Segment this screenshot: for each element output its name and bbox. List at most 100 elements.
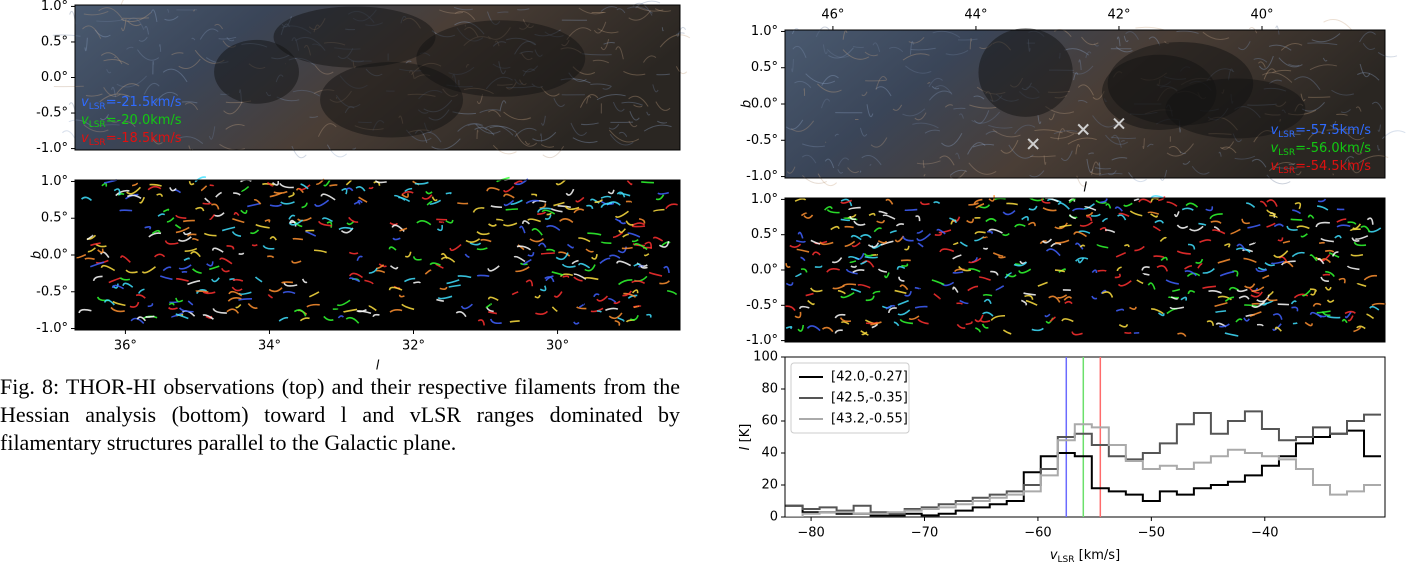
filament-texture xyxy=(162,208,170,213)
filament-texture xyxy=(465,238,481,243)
filament-texture xyxy=(195,289,207,295)
filament-texture xyxy=(557,205,571,209)
y-tick-label: 40 xyxy=(761,446,778,461)
emission-texture xyxy=(1268,44,1292,51)
emission-texture xyxy=(834,133,839,137)
emission-texture xyxy=(1294,76,1321,91)
filament-texture xyxy=(599,257,611,264)
emission-texture xyxy=(579,94,599,108)
filament-texture xyxy=(1158,196,1166,202)
emission-texture xyxy=(1288,162,1296,166)
emission-texture xyxy=(578,7,604,15)
filament-texture xyxy=(640,265,648,269)
emission-texture xyxy=(454,10,476,21)
filament-texture xyxy=(848,206,861,211)
filament-texture xyxy=(513,180,523,185)
filament-texture xyxy=(487,296,499,302)
filament-texture xyxy=(1243,317,1250,322)
emission-texture xyxy=(1362,42,1376,51)
emission-texture xyxy=(540,133,543,143)
emission-texture xyxy=(1078,59,1082,71)
y-tick-label: -0.5° xyxy=(746,298,778,313)
filament-texture xyxy=(596,295,609,302)
filament-texture xyxy=(1199,239,1212,243)
filament-texture xyxy=(573,208,585,214)
emission-texture xyxy=(928,77,943,88)
filament-texture xyxy=(594,199,604,204)
filament-texture xyxy=(868,212,876,217)
filament-texture xyxy=(899,318,913,325)
emission-texture xyxy=(1166,143,1194,157)
filament-texture xyxy=(916,233,932,242)
filament-texture xyxy=(851,288,862,293)
emission-texture xyxy=(791,28,800,35)
filament-texture xyxy=(249,229,260,235)
filament-texture xyxy=(1291,306,1299,312)
filament-texture xyxy=(979,319,991,323)
filament-texture xyxy=(326,221,333,228)
filament-texture xyxy=(1124,244,1130,248)
y-tick-label: 0.0° xyxy=(41,248,68,263)
filament-texture xyxy=(1150,213,1158,218)
emission-texture xyxy=(1111,134,1122,148)
emission-texture xyxy=(912,122,939,129)
filament-texture xyxy=(314,199,330,207)
emission-texture xyxy=(1263,68,1277,80)
y-tick-label: 0.5° xyxy=(41,211,68,226)
filament-texture xyxy=(183,257,190,262)
filament-texture xyxy=(294,221,303,228)
emission-texture xyxy=(162,68,188,83)
x-tick-label: 34° xyxy=(258,339,281,354)
filament-texture xyxy=(1091,269,1098,274)
filament-texture xyxy=(1031,327,1044,332)
filament-texture xyxy=(896,265,906,270)
filament-texture xyxy=(1214,301,1228,307)
filament-texture xyxy=(1325,249,1335,253)
filament-texture xyxy=(129,301,140,308)
filament-texture xyxy=(983,298,992,304)
emission-texture xyxy=(1266,174,1291,185)
x-axis-label: l xyxy=(376,359,380,374)
filament-texture xyxy=(130,317,145,324)
filament-texture xyxy=(586,204,594,210)
filament-texture xyxy=(785,326,793,330)
emission-texture xyxy=(837,169,844,174)
emission-texture xyxy=(1128,172,1147,183)
filament-texture xyxy=(416,219,432,226)
filament-texture xyxy=(436,224,444,232)
filament-texture xyxy=(1055,239,1070,244)
filament-texture xyxy=(638,218,646,224)
filament-texture xyxy=(529,237,545,243)
emission-texture xyxy=(1326,128,1356,131)
filament-texture xyxy=(1037,281,1048,287)
filament-texture xyxy=(1214,310,1227,314)
emission-texture xyxy=(852,45,864,49)
filament-texture xyxy=(618,219,627,225)
emission-texture xyxy=(1268,162,1295,172)
filament-texture xyxy=(496,218,504,222)
filament-texture xyxy=(600,195,612,199)
filament-texture xyxy=(1049,316,1056,323)
emission-texture xyxy=(623,70,646,76)
emission-texture xyxy=(99,93,129,103)
filament-texture xyxy=(633,243,648,251)
filament-texture xyxy=(798,305,810,309)
emission-texture xyxy=(116,83,140,94)
filament-texture xyxy=(551,271,564,276)
filament-texture xyxy=(227,297,242,302)
filament-texture xyxy=(865,295,875,302)
filament-texture xyxy=(187,233,197,237)
emission-texture xyxy=(570,122,587,136)
filament-texture xyxy=(211,277,220,283)
filament-texture xyxy=(170,312,184,318)
emission-texture xyxy=(1081,36,1099,46)
rich-label: I [K] xyxy=(738,424,753,451)
filament-texture xyxy=(797,324,805,332)
emission-texture xyxy=(1251,158,1267,168)
filament-texture xyxy=(404,187,413,193)
filament-texture xyxy=(540,252,555,255)
filament-texture xyxy=(824,206,833,211)
filament-texture xyxy=(537,242,547,248)
filament-texture xyxy=(844,225,854,229)
